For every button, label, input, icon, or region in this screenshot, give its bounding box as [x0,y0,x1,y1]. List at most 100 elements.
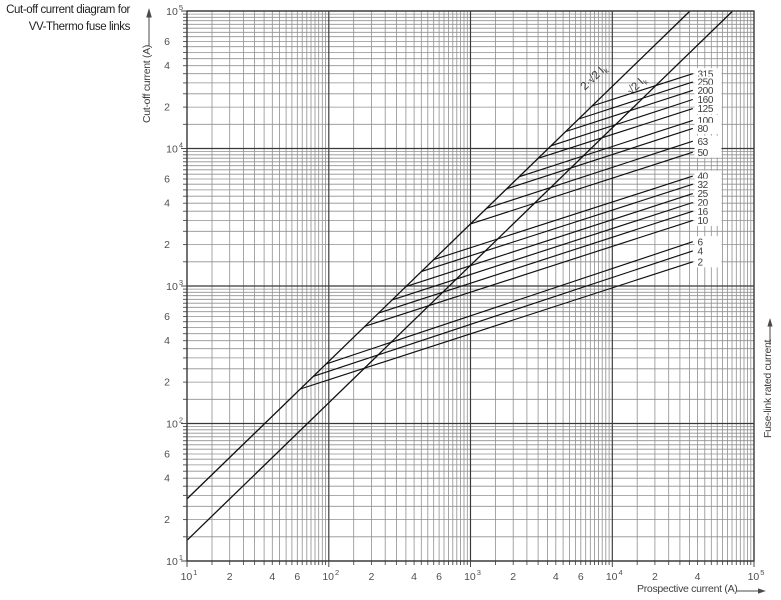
fuse-rating-label: 80 [698,124,709,135]
x-tick-label: 2 [368,571,374,583]
y-tick-label: 4 [164,60,170,72]
x-tick-label: 2 [227,571,233,583]
x-tick-label: 2 [510,571,516,583]
x-tick-label: 4 [695,571,701,583]
x-tick-label-10e1-base: 10 [181,571,193,583]
fuse-rating-label-bg [694,170,722,182]
x-tick-label-10e4-base: 10 [606,571,618,583]
y-tick-label: 2 [164,239,170,251]
y-tick-label: 4 [164,335,170,347]
y-tick-label-10e5-base: 10 [166,6,178,18]
x-tick-label: 4 [553,571,559,583]
x-tick-label-10e2-exp: 2 [335,568,339,577]
fuse-rating-label: 315 [698,69,714,80]
y-tick-label: 4 [164,473,170,485]
fuse-rating-label-bg [694,146,722,158]
fuse-curve-16 [378,210,693,314]
y-tick-label-10e5-exp: 5 [179,3,183,12]
fuse-curve-160 [550,98,693,147]
y-tick-label-10e5: 105 [166,3,183,18]
fuse-rating-label: 160 [698,95,714,106]
fuse-rating-label-bg [694,178,722,190]
y-tick-label: 2 [164,514,170,526]
fuse-curve-200 [565,89,693,133]
y-tick-label: 2 [164,102,170,114]
y-tick-label: 4 [164,198,170,210]
y-tick-label-10e4-base: 10 [166,144,178,156]
fuse-curve-4 [313,250,693,377]
fuse-rating-label: 2 [698,257,704,268]
fuse-rating-label-bg [694,188,722,200]
y-tick-label-10e2: 102 [166,416,183,431]
fuse-curve-20 [391,201,693,301]
chart-title-line2: VV-Thermo fuse links [28,21,131,34]
fuse-rating-label: 200 [698,86,714,97]
x-axis-label: Prospective current (A) [637,583,738,595]
fuse-rating-label: 4 [698,247,704,258]
fuse-curve-125 [537,108,693,159]
fuse-rating-label-bg [694,197,722,208]
x-tick-label: 6 [436,571,442,583]
fuse-rating-label: 10 [698,216,709,227]
fuse-curve-50 [470,151,693,225]
x-tick-label-10e4-exp: 4 [619,568,623,577]
y-tick-label-10e4-exp: 4 [179,141,183,150]
x-tick-label-10e2: 102 [322,568,339,583]
x-tick-label: 4 [411,571,417,583]
fuse-curve-2 [300,261,693,390]
fuse-rating-label: 32 [698,180,709,191]
x-tick-label-10e3: 103 [464,568,481,583]
y-axis-arrow-head [146,8,152,18]
fuse-rating-label: 125 [698,104,714,115]
fuse-rating-label: 100 [698,116,714,127]
reference-line-label-sub: k [641,77,650,86]
fuse-rating-label: 40 [698,172,709,183]
fuse-rating-label-bg [694,76,722,88]
y-tick-label-10e1-exp: 1 [179,553,183,562]
fuse-rating-label-bg [694,68,722,80]
fuse-rating-label: 20 [698,198,709,209]
fuse-rating-label-bg [694,245,722,257]
x-tick-label: 2 [652,571,658,583]
fuse-curve-250 [578,81,693,120]
x-tick-label-10e5: 105 [748,568,765,583]
chart-title-line1: Cut-off current diagram for [6,4,130,16]
fuse-curve-25 [405,193,693,288]
fuse-curve-100 [518,119,693,178]
y-tick-label: 6 [164,449,170,461]
y-tick-label-10e2-base: 10 [166,419,178,431]
fuse-rating-label-bg [694,135,722,147]
fuse-rating-label-bg [694,114,722,126]
fuse-rating-label-bg [694,214,722,226]
fuse-rating-label-bg [694,256,722,268]
x-tick-label-10e1: 101 [181,568,198,583]
reference-line-label-sub: k [602,66,611,75]
fuse-curve-63 [486,140,693,209]
fuse-rating-label-bg [694,94,722,105]
x-tick-label: 6 [294,571,300,583]
fuse-rating-label: 250 [698,78,714,89]
y-tick-label: 2 [164,377,170,389]
reference-line [186,10,691,500]
fuse-rating-label-bg [694,236,722,248]
y-tick-label: 6 [164,174,170,186]
y-tick-label-10e3: 103 [166,278,183,293]
fuse-rating-label: 25 [698,189,709,200]
fuse-rating-label-bg [694,122,722,134]
y-tick-label: 6 [164,311,170,323]
y-tick-label-10e2-exp: 2 [179,416,183,425]
fuse-rating-label-bg [694,84,722,96]
x-tick-label-10e3-base: 10 [464,571,476,583]
right-axis-arrow-head [767,318,773,327]
fuse-curve-6 [326,241,693,365]
y-tick-label-10e1: 101 [166,553,183,568]
y-tick-label-10e3-base: 10 [166,281,178,293]
fuse-curve-315 [591,73,693,107]
y-tick-label-10e4: 104 [166,141,183,156]
fuse-curve-32 [421,183,693,273]
fuse-curve-80 [506,127,693,190]
fuse-rating-label: 63 [698,137,709,148]
y-tick-label-10e1-base: 10 [166,556,178,568]
x-tick-label-10e1-exp: 1 [193,568,197,577]
